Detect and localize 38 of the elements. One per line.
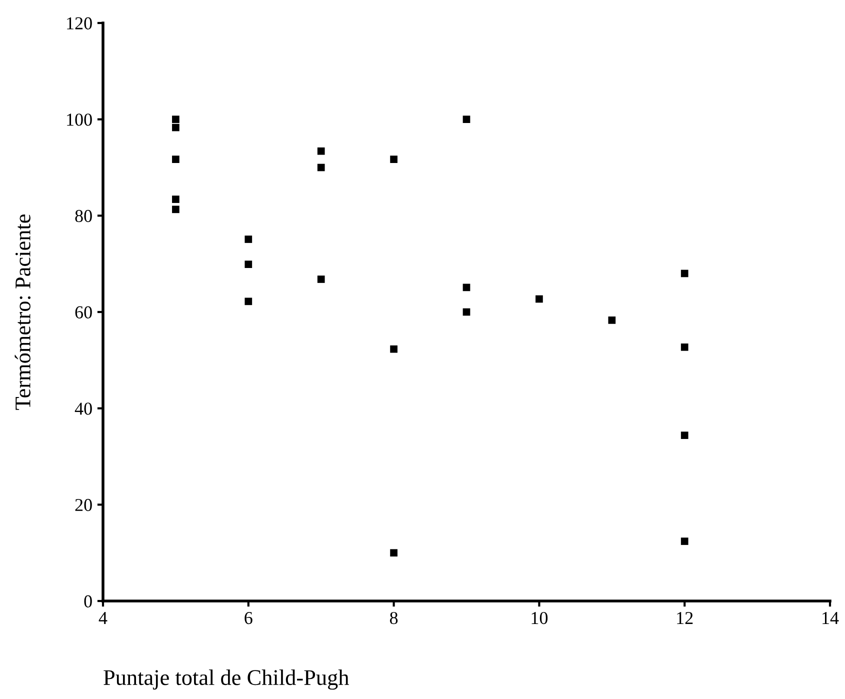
point <box>317 147 325 155</box>
x-tick-label: 14 <box>822 612 839 624</box>
point <box>462 116 470 124</box>
point <box>244 236 252 243</box>
point <box>244 260 252 268</box>
point <box>172 196 180 203</box>
point <box>317 276 325 283</box>
point <box>680 432 688 439</box>
point <box>172 124 180 132</box>
point <box>172 206 180 214</box>
y-tick-label: 20 <box>75 498 92 512</box>
point <box>390 156 398 163</box>
point <box>536 295 543 303</box>
point <box>244 298 252 306</box>
x-tick-label: 10 <box>532 612 548 624</box>
point <box>172 156 180 163</box>
point <box>390 345 398 353</box>
point <box>462 284 470 292</box>
point <box>317 164 325 172</box>
point <box>390 549 398 557</box>
point <box>680 270 688 278</box>
x-axis-title: Puntaje total de Child-Pugh <box>104 669 349 690</box>
y-axis-title: Termómetro: Paciente <box>14 214 31 410</box>
y-tick-label: 120 <box>67 17 92 30</box>
point <box>608 316 616 324</box>
y-tick-label: 40 <box>74 402 92 415</box>
y-tick-label: 100 <box>67 114 92 126</box>
y-tick-label: 0 <box>84 595 92 608</box>
x-tick-label: 4 <box>98 612 108 624</box>
x-tick-label: 8 <box>390 612 398 624</box>
point <box>680 538 688 545</box>
y-tick-label: 80 <box>75 210 92 222</box>
point <box>172 116 180 124</box>
y-tick-label: 60 <box>75 306 92 318</box>
x-tick-label: 6 <box>244 612 252 624</box>
point <box>680 343 688 351</box>
point <box>462 308 470 316</box>
x-tick-label: 12 <box>677 612 693 624</box>
